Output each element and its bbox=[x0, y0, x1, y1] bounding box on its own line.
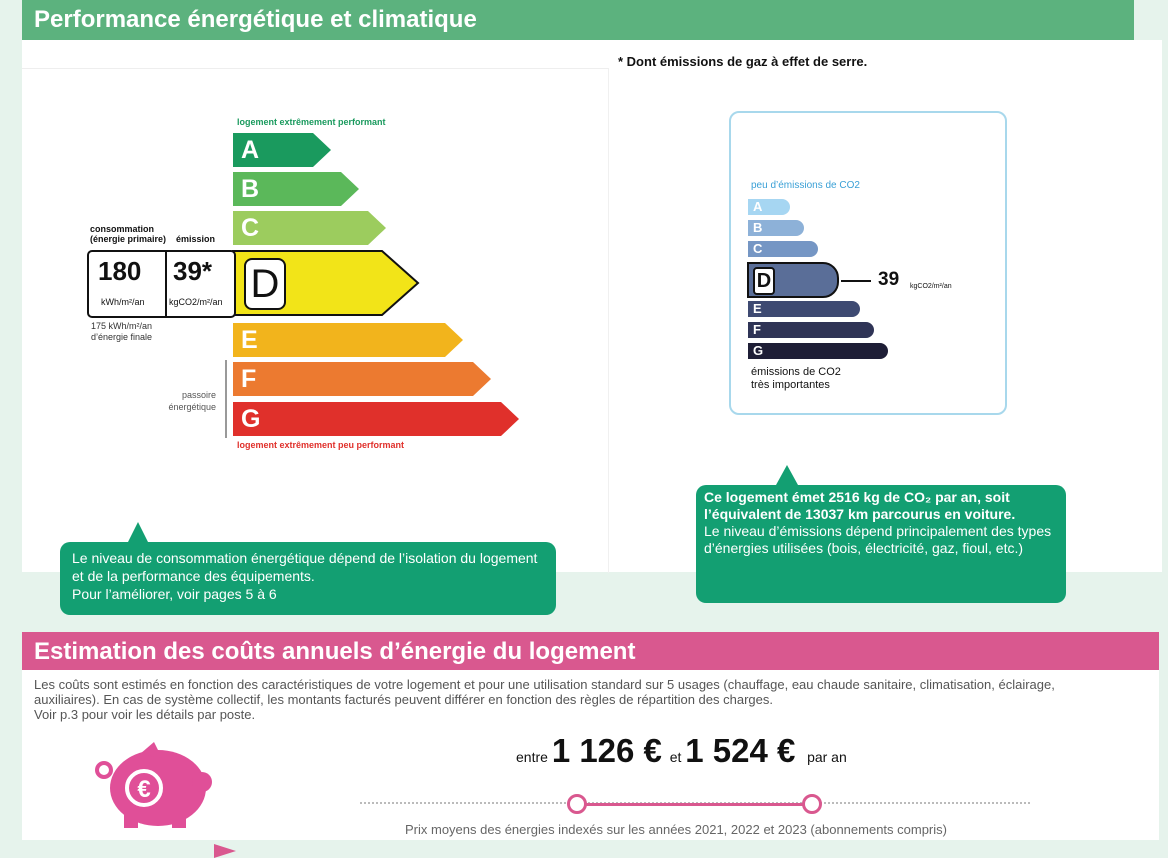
cost-high-marker bbox=[802, 794, 822, 814]
ges-class-d-bar: D bbox=[747, 262, 839, 298]
cost-low: 1 126 € bbox=[551, 732, 662, 769]
ges-value-line bbox=[841, 280, 871, 282]
energy-tip-pointer bbox=[128, 522, 148, 542]
emission-value: 39* bbox=[173, 256, 213, 286]
piggy-bank-icon: € bbox=[95, 742, 212, 828]
euro-symbol: € bbox=[137, 776, 150, 803]
ges-tip-bold: Ce logement émet 2516 kg de CO₂ par an, … bbox=[704, 489, 1016, 522]
passoire-line bbox=[225, 360, 227, 438]
consumption-value: 180 bbox=[98, 256, 142, 286]
ges-tip-pointer bbox=[776, 465, 798, 485]
costs-panel bbox=[22, 670, 1159, 840]
consumption-label: consommation (énergie primaire) bbox=[90, 224, 167, 244]
cost-range-line bbox=[578, 803, 812, 806]
energy-class-e-letter: E bbox=[241, 326, 258, 354]
energy-class-c-bar: C bbox=[233, 211, 386, 245]
scale-bottom-label: logement extrêmement peu performant bbox=[237, 440, 405, 450]
final-energy-note: 175 kWh/m²/an d’énergie finale bbox=[91, 321, 153, 342]
energy-class-f-bar: F bbox=[233, 362, 491, 396]
energy-class-a-bar: A bbox=[233, 133, 331, 167]
ges-class-e-letter: E bbox=[753, 301, 762, 316]
emission-label: émission bbox=[176, 234, 216, 244]
energy-class-b-bar: B bbox=[233, 172, 359, 206]
ges-class-b-letter: B bbox=[753, 220, 763, 235]
costs-section-title: Estimation des coûts annuels d’énergie d… bbox=[34, 638, 636, 665]
energy-class-g-bar: G bbox=[233, 402, 519, 436]
consumption-unit: kWh/m²/an bbox=[101, 297, 145, 307]
scale-top-label: logement extrêmement performant bbox=[237, 117, 386, 127]
ges-class-f-bar: F bbox=[748, 322, 874, 338]
current-class-letter: D bbox=[244, 258, 286, 310]
next-arrow-icon bbox=[214, 844, 236, 858]
ges-class-a-bar: A bbox=[748, 199, 790, 215]
ges-class-a-letter: A bbox=[753, 199, 763, 214]
ges-class-e-bar: E bbox=[748, 301, 860, 317]
energy-class-b-letter: B bbox=[241, 175, 260, 203]
ges-class-g-letter: G bbox=[753, 343, 764, 358]
ges-top-label: peu d’émissions de CO2 bbox=[751, 180, 860, 191]
per-year-label: par an bbox=[807, 749, 847, 765]
ges-value: 39 bbox=[878, 269, 900, 290]
energy-class-a-letter: A bbox=[241, 136, 260, 164]
ges-bottom-label: émissions de CO2 très importantes bbox=[751, 366, 841, 391]
ges-unit: kgCO2/m²/an bbox=[910, 283, 952, 290]
between-label: entre bbox=[516, 749, 548, 765]
and-label: et bbox=[669, 749, 682, 765]
ges-class-f-letter: F bbox=[753, 322, 761, 337]
energy-section-header: Performance énergétique et climatique bbox=[22, 0, 1134, 40]
dpe-frame bbox=[22, 68, 609, 573]
costs-section-header: Estimation des coûts annuels d’énergie d… bbox=[22, 632, 1159, 670]
ges-tip-text: Le niveau d’émissions dépend principalem… bbox=[704, 523, 1052, 556]
ges-class-g-bar: G bbox=[748, 343, 888, 359]
ges-class-b-bar: B bbox=[748, 220, 804, 236]
energy-section-title: Performance énergétique et climatique bbox=[34, 6, 477, 33]
energy-class-c-letter: C bbox=[241, 214, 260, 242]
consumption-box: 180 39* kWh/m²/an kgCO2/m²/an bbox=[87, 250, 236, 318]
price-note: Prix moyens des énergies indexés sur les… bbox=[405, 822, 947, 837]
cost-high: 1 524 € bbox=[685, 732, 796, 769]
emission-unit: kgCO2/m²/an bbox=[169, 297, 223, 307]
ges-footnote: * Dont émissions de gaz à effet de serre… bbox=[618, 54, 868, 69]
cost-range: entre 1 126 € et 1 524 € par an bbox=[516, 732, 847, 770]
passoire-label: passoire énergétique bbox=[168, 390, 216, 412]
ges-class-d-letter: D bbox=[753, 267, 775, 295]
costs-description: Les coûts sont estimés en fonction des c… bbox=[34, 677, 1055, 722]
energy-class-e-bar: E bbox=[233, 323, 463, 357]
energy-class-f-letter: F bbox=[241, 365, 257, 393]
energy-class-g-letter: G bbox=[241, 405, 261, 433]
ges-class-c-letter: C bbox=[753, 241, 763, 256]
cost-low-marker bbox=[567, 794, 587, 814]
energy-tip: Le niveau de consommation énergétique dé… bbox=[60, 542, 556, 615]
ges-class-c-bar: C bbox=[748, 241, 818, 257]
ges-tip: Ce logement émet 2516 kg de CO₂ par an, … bbox=[696, 485, 1066, 603]
